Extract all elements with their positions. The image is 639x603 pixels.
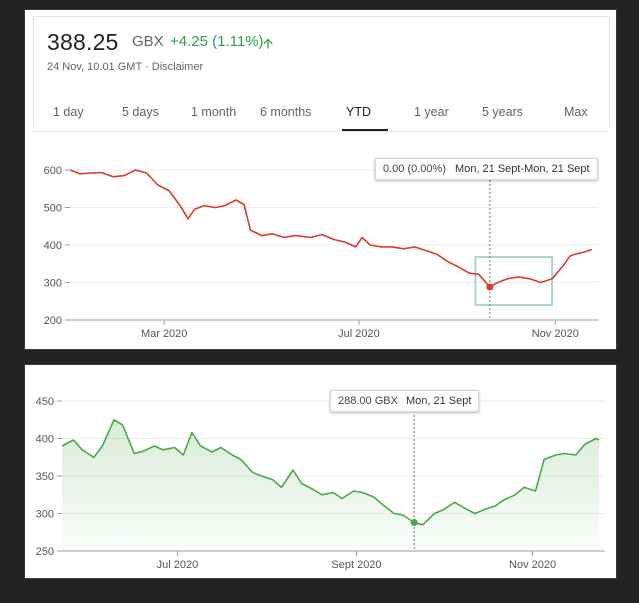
y-tick-label: 200	[44, 315, 62, 327]
top-chart-tooltip: 0.00 (0.00%) Mon, 21 Sept-Mon, 21 Sept	[375, 158, 598, 180]
tab-5-days[interactable]: 5 days	[122, 105, 159, 119]
y-tick-label: 300	[44, 278, 62, 290]
range-tabs: 1 day 5 days 1 month 6 months YTD 1 year…	[34, 105, 609, 132]
y-tick-label: 450	[36, 396, 54, 408]
price-line	[61, 419, 600, 526]
tab-5-years[interactable]: 5 years	[482, 105, 523, 119]
separator-dot: ·	[145, 61, 152, 73]
quote-timestamp: 24 Nov, 10.01 GMT	[47, 61, 142, 73]
tab-6-months[interactable]: 6 months	[260, 105, 312, 119]
tabs-divider	[33, 131, 608, 132]
price-value: 388.25	[47, 29, 119, 55]
y-tick-label: 300	[36, 509, 54, 521]
y-tick-label: 500	[44, 203, 62, 215]
tab-max[interactable]: Max	[564, 105, 588, 119]
bottom-chart-panel: 450 400 350 300 250 Jul 2020 Sept 2020 Nov 2020…	[24, 364, 617, 579]
tooltip-price-value: 288.00 GBX	[338, 395, 398, 407]
tab-1-month[interactable]: 1 month	[191, 105, 237, 119]
tooltip-date-range: Mon, 21 Sept-Mon, 21 Sept	[455, 163, 590, 175]
x-tick-label: Mar 2020	[141, 328, 187, 340]
x-tick-label: Jul 2020	[338, 328, 380, 340]
y-tick-label: 250	[36, 546, 54, 558]
highlight-point	[410, 519, 418, 526]
zoomed-price-chart[interactable]: 450 400 350 300 250 Jul 2020 Sept 2020 Nov 2020	[25, 365, 616, 578]
x-tick-label: Nov 2020	[509, 559, 556, 571]
x-tick-label: Nov 2020	[532, 328, 579, 340]
x-tick-label: Jul 2020	[157, 559, 199, 571]
tab-ytd[interactable]: YTD	[346, 105, 371, 119]
series-area	[62, 419, 599, 551]
price-line	[69, 169, 593, 288]
bottom-chart-tooltip: 288.00 GBX Mon, 21 Sept	[330, 390, 480, 412]
x-tick-label: Sept 2020	[331, 559, 381, 571]
zoom-selection-box[interactable]	[474, 256, 554, 306]
top-chart-panel: 388.25 GBX +4.25 (1.11%) 🡩 24 Nov, 10.01…	[24, 9, 617, 350]
y-tick-label: 350	[36, 471, 54, 483]
quote-header: 388.25 GBX +4.25 (1.11%) 🡩 24 Nov, 10.01…	[33, 16, 610, 132]
active-tab-underline	[342, 129, 388, 132]
y-tick-label: 400	[44, 240, 62, 252]
tooltip-date: Mon, 21 Sept	[406, 395, 472, 407]
price-change: +4.25 (1.11%)	[170, 33, 264, 50]
highlight-point	[486, 283, 494, 291]
disclaimer-link[interactable]: Disclaimer	[151, 61, 204, 73]
quote-timestamp-line: 24 Nov, 10.01 GMT · Disclaimer	[47, 61, 203, 73]
currency-label: GBX	[132, 33, 164, 50]
y-tick-label: 400	[36, 434, 54, 446]
y-tick-label: 600	[44, 165, 62, 177]
tab-1-day[interactable]: 1 day	[53, 105, 84, 119]
tab-1-year[interactable]: 1 year	[414, 105, 449, 119]
up-arrow-icon: 🡩	[263, 35, 274, 51]
tooltip-change-value: 0.00 (0.00%)	[383, 163, 446, 175]
